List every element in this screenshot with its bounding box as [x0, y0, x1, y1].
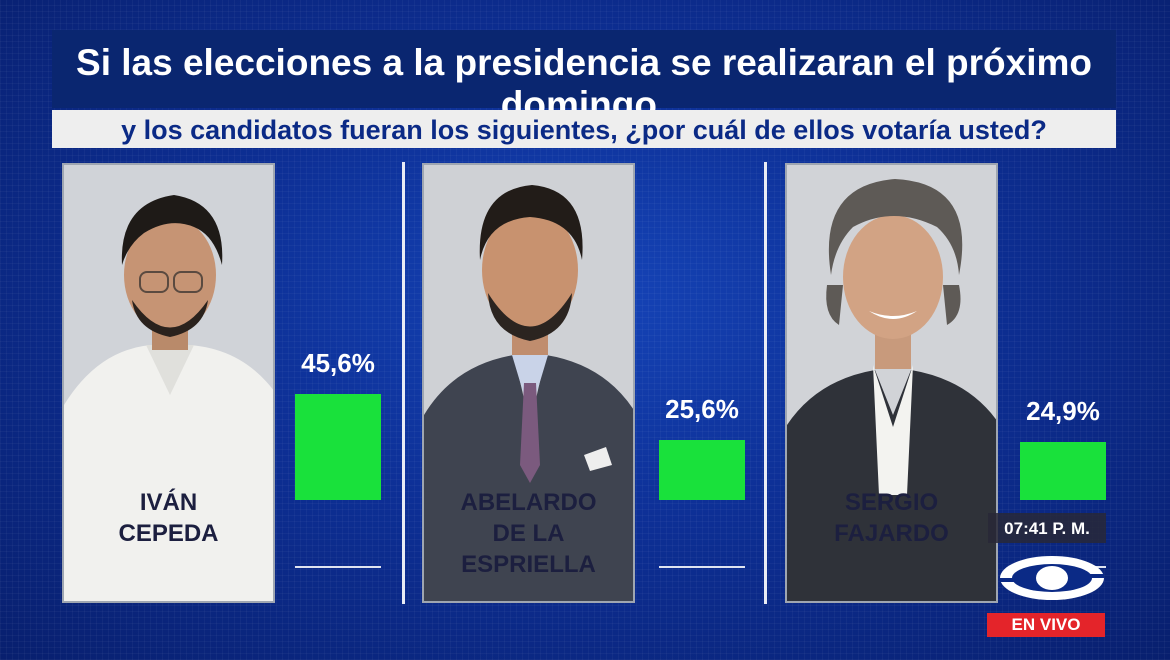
- candidate-name-line-1: ABELARDO: [460, 489, 597, 516]
- question-banner: Si las elecciones a la presidencia se re…: [52, 30, 1116, 125]
- live-badge: EN VIVO: [987, 613, 1105, 637]
- candidate-card-cepeda: IVÁN CEPEDA: [62, 163, 275, 603]
- column-divider: [764, 162, 767, 604]
- candidate-name-line-2: CEPEDA: [118, 520, 219, 547]
- candidate-name-line-1: IVÁN: [139, 489, 198, 516]
- question-line-2: y los candidatos fueran los siguientes, …: [121, 115, 1047, 145]
- question-line-1: Si las elecciones a la presidencia se re…: [76, 42, 1092, 125]
- candidate-photo-fajardo: [787, 165, 996, 601]
- bar-baseline-de-la-espriella: [659, 566, 745, 568]
- candidate-name-line-2: DE LA ESPRIELLA: [461, 520, 596, 578]
- candidate-card-fajardo: SERGIO FAJARDO: [785, 163, 998, 603]
- bar-de-la-espriella: [659, 440, 745, 500]
- bar-fajardo: [1020, 442, 1106, 500]
- candidate-photo-cepeda: [64, 165, 273, 601]
- question-subbar: y los candidatos fueran los siguientes, …: [52, 110, 1116, 148]
- broadcast-time: 07:41 P. M.: [1004, 519, 1090, 538]
- percent-label-cepeda: 45,6%: [301, 348, 375, 378]
- candidate-name: ABELARDO DE LA ESPRIELLA: [424, 487, 633, 580]
- candidate-name: SERGIO FAJARDO: [787, 487, 996, 549]
- candidate-name-line-1: SERGIO: [844, 489, 939, 516]
- caracol-logo-icon: [1000, 556, 1104, 600]
- percent-label-fajardo: 24,9%: [1026, 396, 1100, 426]
- column-divider: [402, 162, 405, 604]
- clock-box: 07:41 P. M.: [988, 513, 1106, 543]
- candidate-photo-de-la-espriella: [424, 165, 633, 601]
- bar-baseline-cepeda: [295, 566, 381, 568]
- percent-label-de-la-espriella: 25,6%: [665, 394, 739, 424]
- candidate-name-line-2: FAJARDO: [834, 520, 949, 547]
- bar-cepeda: [295, 394, 381, 500]
- candidate-name: IVÁN CEPEDA: [64, 487, 273, 549]
- candidate-card-de-la-espriella: ABELARDO DE LA ESPRIELLA: [422, 163, 635, 603]
